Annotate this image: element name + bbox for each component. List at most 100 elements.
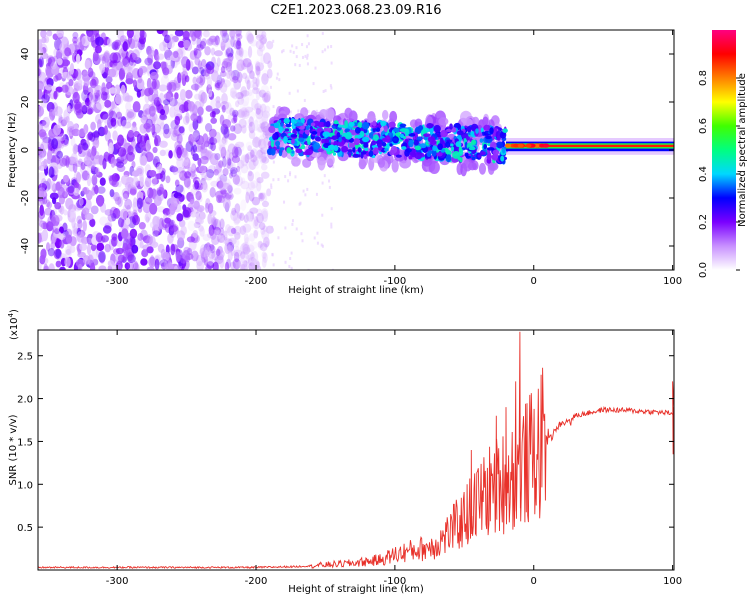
heatmap-cell	[220, 118, 230, 128]
heatmap-cell	[124, 198, 133, 210]
heatmap-cell	[272, 133, 277, 141]
heatmap-cell	[212, 226, 222, 236]
heatmap-cell	[193, 47, 198, 56]
heatmap-cell	[117, 134, 125, 147]
heatmap-cell	[295, 46, 298, 50]
heatmap-cell	[169, 203, 176, 216]
heatmap-cell	[252, 219, 261, 230]
colorbar: 0.0 0.2 0.4 0.6 0.8 Normalized spectral ampl…	[698, 30, 748, 278]
heatmap-cell	[230, 227, 237, 235]
heatmap-cell	[197, 106, 204, 116]
heatmap-cell	[363, 142, 369, 149]
heatmap-cell	[207, 257, 214, 266]
heatmap-cell	[230, 36, 235, 48]
x-tick-label: 100	[663, 576, 682, 587]
heatmap-cell	[261, 110, 270, 119]
heatmap-cell	[237, 212, 243, 219]
heatmap-cell	[427, 136, 436, 143]
heatmap-cell	[471, 139, 477, 145]
heatmap-cell	[224, 261, 230, 270]
heatmap-cell	[122, 242, 128, 252]
heatmap-cell	[258, 153, 268, 164]
heatmap-cell	[67, 182, 75, 194]
heatmap-cell	[173, 192, 183, 199]
heatmap-cell	[255, 62, 265, 72]
heatmap-cell	[109, 107, 115, 116]
heatmap-cell	[107, 213, 117, 222]
heatmap-cell	[321, 181, 324, 185]
heatmap-cell	[151, 115, 156, 126]
heatmap-cell	[169, 166, 179, 173]
heatmap-cell	[52, 108, 58, 116]
heatmap-cell	[195, 254, 204, 267]
heatmap-cell	[81, 89, 90, 102]
heatmap-cell	[330, 222, 333, 226]
heatmap-cell	[223, 127, 230, 139]
heatmap-cell	[288, 264, 291, 268]
heatmap-cell	[72, 161, 78, 173]
heatmap-cell	[210, 180, 219, 188]
heatmap-cell	[103, 125, 108, 135]
heatmap-cell	[253, 119, 259, 132]
heatmap-cell	[323, 174, 326, 178]
heatmap-cell	[101, 235, 109, 243]
heatmap-cell	[89, 78, 97, 89]
heatmap-cell	[260, 53, 266, 65]
heatmap-cell	[206, 168, 215, 179]
heatmap-cell	[168, 150, 173, 159]
heatmap-cell	[74, 68, 82, 81]
heatmap-cell	[181, 73, 187, 86]
heatmap-cell	[226, 71, 231, 79]
heatmap-cell	[264, 94, 271, 103]
heatmap-cell	[112, 208, 121, 219]
heatmap-cell	[194, 57, 201, 66]
heatmap-cell	[127, 254, 136, 264]
heatmap-cell	[290, 134, 298, 138]
heatmap-cell	[99, 216, 108, 226]
heatmap-cell	[59, 157, 68, 167]
heatmap-cell	[45, 76, 51, 83]
heatmap-cell	[132, 214, 140, 226]
heatmap-cell	[224, 101, 232, 114]
heatmap-cell	[114, 84, 121, 97]
heatmap-cell	[154, 134, 161, 147]
heatmap-cell	[389, 149, 395, 156]
heatmap-cell	[174, 115, 181, 126]
heatmap-cell	[260, 37, 267, 45]
heatmap-cell	[254, 103, 262, 111]
heatmap-cell	[50, 242, 56, 250]
heatmap-cell	[236, 37, 241, 47]
heatmap-cell	[152, 123, 162, 134]
heatmap-cell	[189, 198, 195, 208]
heatmap-cell	[226, 156, 232, 169]
heatmap-cell	[247, 171, 254, 182]
heatmap-cell	[70, 177, 78, 189]
heatmap-cell	[65, 234, 73, 244]
heatmap-cell	[400, 134, 404, 138]
heatmap-cell	[185, 59, 191, 71]
heatmap-cell	[190, 134, 196, 143]
heatmap-cell	[47, 150, 53, 161]
heatmap-cell	[189, 195, 195, 205]
heatmap-cell	[233, 39, 241, 50]
heatmap-cell	[59, 239, 65, 249]
heatmap-cell	[233, 217, 240, 226]
heatmap-cell	[99, 63, 106, 74]
heatmap-cell	[64, 245, 73, 258]
heatmap-cell	[225, 161, 234, 170]
heatmap-cell	[129, 235, 136, 248]
heatmap-cell	[227, 143, 236, 155]
heatmap-cell	[217, 36, 226, 47]
heatmap-cell	[193, 48, 202, 59]
heatmap-cell	[41, 93, 50, 104]
heatmap-cell	[218, 160, 224, 168]
heatmap-cell	[103, 50, 111, 61]
heatmap-cell	[127, 251, 133, 262]
heatmap-cell	[125, 217, 131, 226]
heatmap-cell	[196, 75, 201, 84]
heatmap-cell	[241, 94, 250, 107]
heatmap-cell	[38, 199, 44, 207]
heatmap-cell	[375, 127, 381, 132]
heatmap-cell	[482, 116, 489, 126]
heatmap-cell	[348, 121, 355, 128]
